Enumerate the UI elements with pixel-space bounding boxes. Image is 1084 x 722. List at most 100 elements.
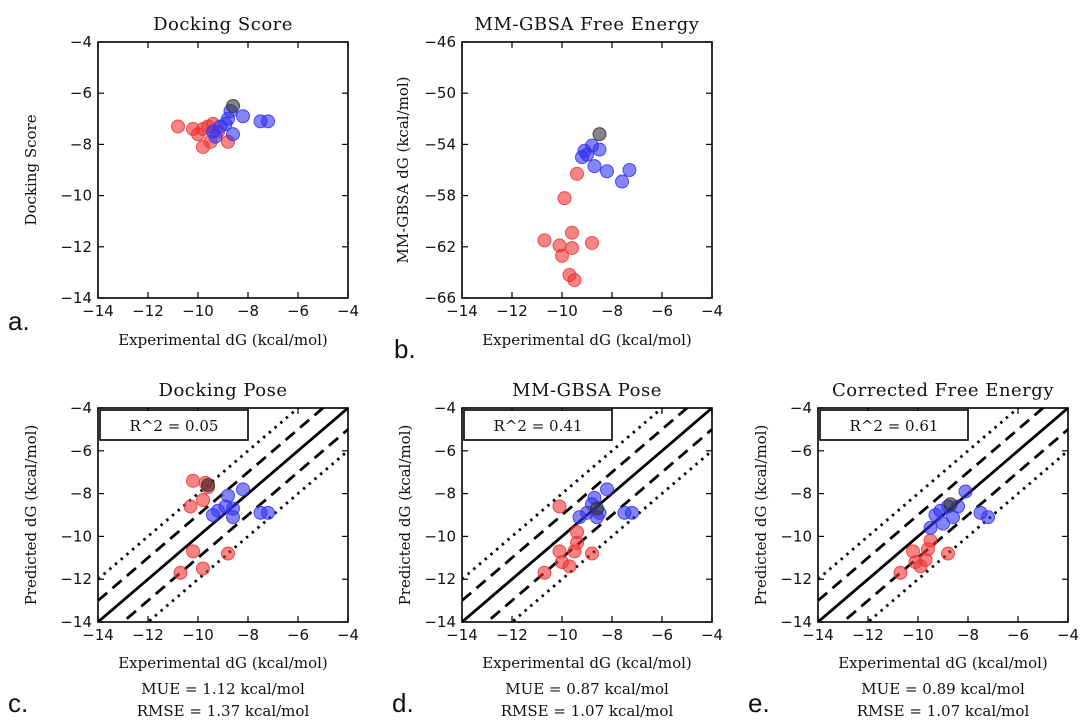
y-tick-label: −58 xyxy=(424,187,456,205)
rmse-label: RMSE = 1.07 kcal/mol xyxy=(857,702,1030,720)
y-axis-label: Predicted dG (kcal/mol) xyxy=(396,425,414,606)
data-point-red xyxy=(183,499,198,514)
x-tick-label: −10 xyxy=(546,302,578,320)
data-point-red xyxy=(555,248,569,263)
data-point-red xyxy=(570,166,584,181)
reference-line-dashed xyxy=(484,428,712,622)
data-points xyxy=(173,473,275,580)
y-tick-label: −8 xyxy=(70,485,92,503)
y-tick-label: −10 xyxy=(424,527,456,545)
data-point-red xyxy=(173,565,188,580)
panel-label: e. xyxy=(748,688,770,718)
data-point-red xyxy=(565,241,579,256)
y-axis-label: Predicted dG (kcal/mol) xyxy=(22,425,40,606)
data-point-red xyxy=(941,546,955,561)
plot-frame xyxy=(97,41,349,299)
data-point-blue xyxy=(600,482,614,497)
x-axis-label: Experimental dG (kcal/mol) xyxy=(482,331,692,349)
y-tick-label: −50 xyxy=(424,84,456,102)
x-tick-label: −12 xyxy=(852,626,884,644)
x-tick-label: −14 xyxy=(446,302,478,320)
plot-frame xyxy=(817,407,1069,623)
x-tick-label: −8 xyxy=(237,302,259,320)
data-point-red xyxy=(565,225,579,240)
rmse-label: RMSE = 1.37 kcal/mol xyxy=(137,702,310,720)
data-point-blue xyxy=(226,127,240,142)
data-point-blue xyxy=(208,129,223,144)
data-point-gray xyxy=(201,478,215,493)
y-tick-label: −6 xyxy=(790,442,812,460)
r-squared-box xyxy=(99,409,249,441)
chart-title: MM-GBSA Pose xyxy=(512,380,662,401)
x-tick-label: −10 xyxy=(182,302,214,320)
reference-line-dotted xyxy=(462,408,665,581)
plot-frame xyxy=(97,407,349,623)
y-tick-label: −14 xyxy=(60,289,92,307)
data-point-gray xyxy=(226,99,240,113)
data-point-gray xyxy=(943,497,958,512)
panel-label: b. xyxy=(394,334,416,364)
data-points xyxy=(537,127,637,288)
panel-e: −14 −12 −10 −8 −6 −4 −14 −12 −10 −8 −6 −4 Corrected … xyxy=(748,380,1079,720)
data-point-red xyxy=(537,233,552,248)
y-axis-label: MM-GBSA dG (kcal/mol) xyxy=(394,76,412,263)
data-point-blue xyxy=(261,505,275,520)
chart-title: Docking Score xyxy=(153,14,293,35)
y-tick-label: −6 xyxy=(70,84,92,102)
data-point-red xyxy=(186,473,200,488)
plot-frame xyxy=(461,41,713,299)
data-point-red xyxy=(537,565,552,580)
panel-c: −14 −12 −10 −8 −6 −4 −14 −12 −10 −8 −6 −4 Docking Po… xyxy=(8,380,359,720)
reference-line-dotted xyxy=(98,408,301,581)
data-point-red xyxy=(562,559,577,574)
data-point-red xyxy=(585,235,599,250)
x-tick-label: −12 xyxy=(496,626,528,644)
x-tick-label: −6 xyxy=(287,626,309,644)
x-tick-label: −6 xyxy=(651,626,673,644)
data-points xyxy=(171,99,275,154)
x-tick-label: −14 xyxy=(802,626,834,644)
r-squared-label: R^2 = 0.41 xyxy=(494,417,583,435)
data-point-gray xyxy=(592,127,607,142)
x-tick-label: −6 xyxy=(1007,626,1029,644)
x-tick-label: −4 xyxy=(337,302,359,320)
chart-title: MM-GBSA Free Energy xyxy=(475,14,700,35)
data-point-blue xyxy=(600,164,614,179)
y-tick-label: −8 xyxy=(790,485,812,503)
x-tick-label: −10 xyxy=(182,626,214,644)
x-tick-label: −8 xyxy=(601,302,623,320)
data-point-red xyxy=(171,119,185,134)
y-tick-label: −12 xyxy=(424,570,456,588)
data-point-blue xyxy=(236,109,250,124)
data-point-red xyxy=(893,565,908,580)
reference-line-dashed xyxy=(462,408,690,602)
x-tick-label: −14 xyxy=(82,302,114,320)
data-point-blue xyxy=(226,510,240,525)
data-point-blue xyxy=(221,488,235,503)
x-tick-label: −8 xyxy=(237,626,259,644)
x-tick-label: −12 xyxy=(132,626,164,644)
y-tick-label: −14 xyxy=(424,613,456,631)
r-squared-box xyxy=(819,409,969,441)
mue-label: MUE = 0.87 kcal/mol xyxy=(505,680,669,698)
y-tick-label: −8 xyxy=(434,485,456,503)
x-tick-label: −4 xyxy=(337,626,359,644)
x-tick-label: −4 xyxy=(701,626,723,644)
chart-title: Docking Pose xyxy=(159,380,288,401)
chart-title: Corrected Free Energy xyxy=(832,380,1054,401)
panel-d: −14 −12 −10 −8 −6 −4 −14 −12 −10 −8 −6 −4 MM-GBSA Po… xyxy=(392,380,723,720)
x-tick-label: −10 xyxy=(902,626,934,644)
y-tick-label: −12 xyxy=(60,570,92,588)
data-points xyxy=(893,484,995,580)
x-tick-label: −14 xyxy=(446,626,478,644)
y-tick-label: −14 xyxy=(780,613,812,631)
x-tick-label: −6 xyxy=(651,302,673,320)
y-tick-label: −10 xyxy=(60,527,92,545)
y-tick-label: −14 xyxy=(60,613,92,631)
y-tick-label: −12 xyxy=(60,238,92,256)
x-tick-label: −12 xyxy=(496,302,528,320)
y-tick-label: −54 xyxy=(424,135,456,153)
data-point-blue xyxy=(958,484,973,499)
y-tick-label: −6 xyxy=(434,442,456,460)
